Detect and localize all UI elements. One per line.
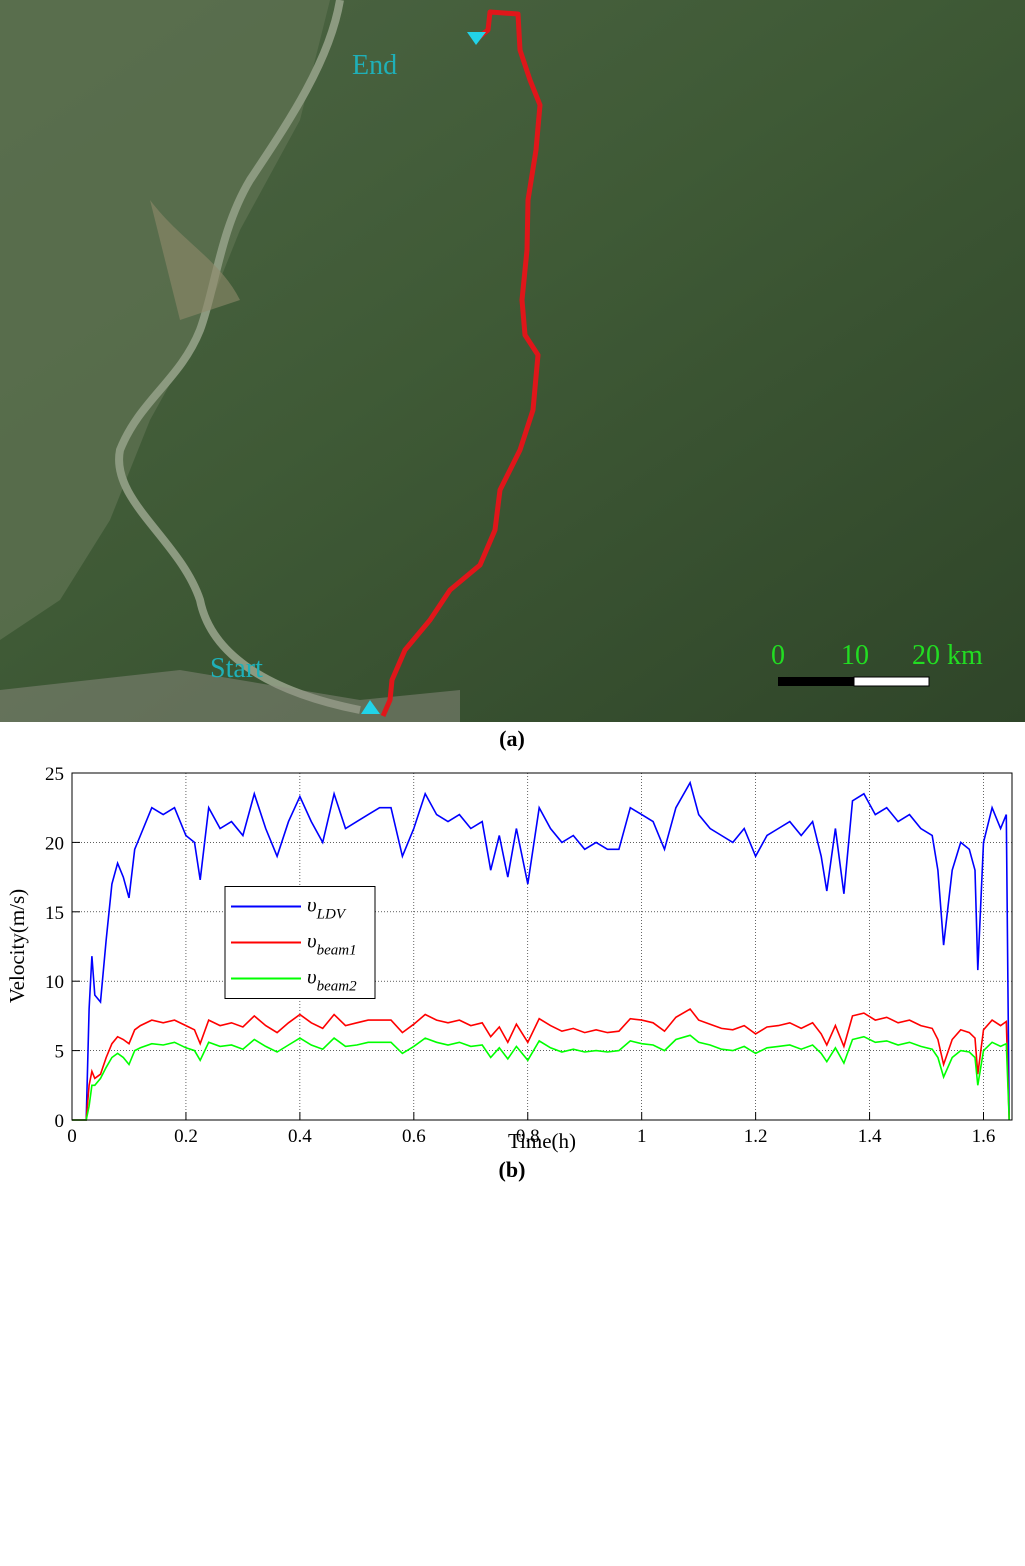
x-tick-label: 0.8 bbox=[516, 1126, 540, 1147]
scale-bar bbox=[853, 676, 930, 687]
route bbox=[380, 9, 543, 718]
start-marker bbox=[361, 700, 380, 714]
data-line bbox=[72, 1007, 1010, 1121]
river bbox=[115, 0, 361, 714]
scale-label: 0 bbox=[771, 640, 785, 671]
scale-label: 20 km bbox=[912, 640, 983, 671]
plot-area bbox=[72, 773, 1012, 1120]
legend-label: υbeam2 bbox=[307, 965, 357, 995]
y-tick-label: 10 bbox=[45, 972, 64, 993]
x-tick-label: 0.2 bbox=[174, 1126, 198, 1147]
satellite-map: End Start 0 10 20 km bbox=[0, 0, 1025, 722]
x-tick-label: 1.4 bbox=[858, 1126, 882, 1147]
x-tick-label: 1.6 bbox=[972, 1126, 996, 1147]
scale-label: 10 bbox=[841, 640, 869, 671]
caption: (b) bbox=[499, 1157, 526, 1182]
caption: (a) bbox=[499, 726, 525, 751]
y-tick-label: 25 bbox=[45, 764, 64, 785]
x-tick-label: 0.6 bbox=[402, 1126, 426, 1147]
urban-area bbox=[0, 670, 460, 722]
x-tick-label: 1.2 bbox=[744, 1126, 768, 1147]
y-tick-label: 20 bbox=[45, 833, 64, 854]
x-axis-label: Time(h) bbox=[508, 1129, 576, 1153]
legend-label: υLDV bbox=[307, 893, 347, 923]
x-tick-label: 1 bbox=[637, 1126, 647, 1147]
legend-label: υbeam1 bbox=[307, 929, 357, 959]
end-label: End bbox=[352, 50, 397, 81]
legend: υLDV υbeam1 υbeam2 bbox=[224, 886, 376, 999]
scale-bar bbox=[778, 677, 854, 686]
start-label: Start bbox=[210, 653, 263, 684]
plot-frame bbox=[71, 772, 1013, 1121]
y-axis-label: Velocity(m/s) bbox=[5, 889, 29, 1003]
end-marker bbox=[467, 32, 486, 45]
y-tick-label: 15 bbox=[45, 903, 64, 924]
y-tick-label: 5 bbox=[55, 1042, 65, 1063]
y-tick-label: 0 bbox=[55, 1111, 65, 1132]
lake bbox=[150, 200, 240, 320]
x-tick-label: 0 bbox=[67, 1126, 77, 1147]
data-line bbox=[72, 1034, 1010, 1121]
data-line bbox=[72, 780, 1010, 1121]
x-tick-label: 0.4 bbox=[288, 1126, 312, 1147]
floodplain bbox=[0, 0, 330, 640]
